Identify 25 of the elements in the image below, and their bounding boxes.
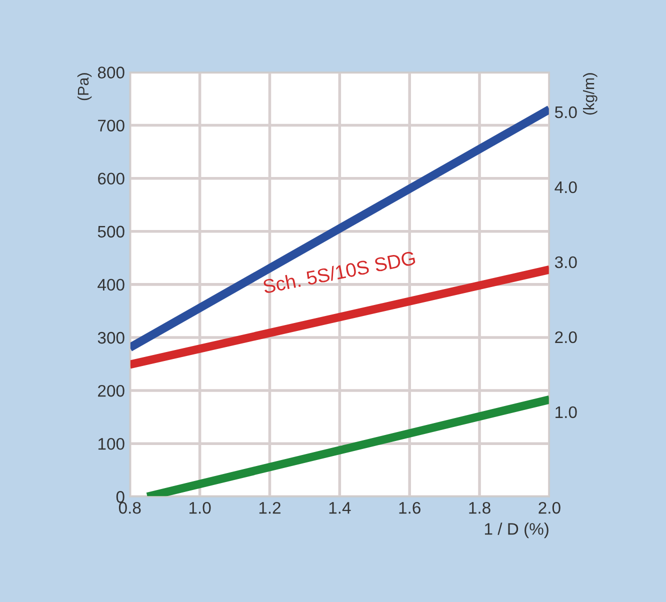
y2-tick-label: 5.0 [554,106,577,118]
x-axis-title: 1 / D (%) [484,522,548,538]
y2-tick-label: 3.0 [554,256,577,268]
y-tick-label: 200 [98,384,124,397]
x-tick-label: 1.8 [469,502,490,514]
y-tick-label: 800 [98,66,124,78]
y-tick-label: 100 [98,438,124,450]
y-tick-label: 700 [98,120,124,132]
text: Sch. 5S/10S SDG [262,250,416,294]
y-tick-label: 300 [98,332,124,344]
x-tick-label: 2.0 [538,502,560,514]
x-tick-label: 1.6 [399,502,420,514]
y2-tick-label: 1.0 [556,406,577,418]
y-tick-label: 0 [116,491,124,503]
y2-axis-title: (kg/m) [583,73,598,115]
y2-tick-label: 4.0 [554,181,577,194]
x-tick-label: 1.2 [259,502,280,514]
x-tick-label: 1.4 [329,502,351,514]
x-tick-label: 0.8 [118,502,141,514]
x-tick-label: 1.0 [189,502,211,514]
y-tick-label: 400 [98,278,124,291]
y-axis-title: (Pa) [77,73,92,100]
y-tick-label: 600 [98,172,124,185]
y-tick-label: 500 [98,226,124,238]
y2-tick-label: 2.0 [555,331,577,344]
